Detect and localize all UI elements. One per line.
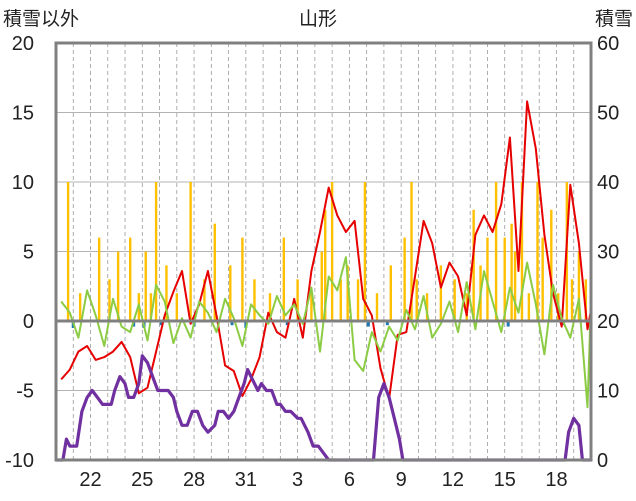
sunshine-bar bbox=[385, 321, 389, 326]
plot-border bbox=[54, 41, 593, 462]
sunshine-bar bbox=[366, 321, 370, 327]
left-tick-label: -10 bbox=[5, 450, 34, 472]
right-tick-label: 50 bbox=[597, 103, 619, 125]
precip-bar bbox=[513, 251, 517, 321]
precip-bar bbox=[439, 265, 443, 321]
precip-bar bbox=[577, 251, 581, 321]
precip-bar bbox=[189, 182, 192, 321]
right-tick-label: 20 bbox=[597, 311, 619, 333]
precip-bar bbox=[229, 265, 232, 321]
precip-bar bbox=[541, 237, 544, 321]
precip-bar bbox=[241, 237, 244, 321]
x-tick-label: 12 bbox=[442, 469, 464, 491]
right-tick-label: 0 bbox=[597, 450, 608, 472]
precip-bar bbox=[324, 209, 327, 321]
precip-bar bbox=[203, 279, 206, 321]
right-tick-label: 60 bbox=[597, 33, 619, 55]
right-tick-label: 10 bbox=[597, 381, 619, 403]
precip-bar bbox=[550, 209, 553, 321]
x-tick-label: 6 bbox=[344, 469, 355, 491]
precip-bar bbox=[536, 182, 539, 321]
x-tick-label: 25 bbox=[131, 469, 153, 491]
precip-bar bbox=[410, 182, 413, 321]
precip-bar bbox=[282, 237, 286, 321]
precip-bar bbox=[108, 279, 111, 321]
bar-series bbox=[66, 182, 588, 328]
precip-bar bbox=[175, 293, 179, 321]
precip-bar bbox=[320, 251, 323, 321]
x-tick-label: 28 bbox=[183, 469, 205, 491]
precip-bar bbox=[486, 237, 489, 321]
precip-bar bbox=[154, 182, 158, 321]
x-tick-label: 31 bbox=[235, 469, 257, 491]
sunshine-bar bbox=[506, 321, 510, 327]
precip-bar bbox=[425, 293, 429, 321]
precip-bar bbox=[503, 237, 506, 321]
precip-bar bbox=[78, 293, 82, 321]
left-tick-label: 5 bbox=[23, 242, 34, 264]
precip-bar bbox=[213, 223, 216, 321]
precip-bar bbox=[116, 251, 120, 321]
x-tick-label: 3 bbox=[292, 469, 303, 491]
precip-bar bbox=[144, 251, 147, 321]
x-tick-label: 9 bbox=[396, 469, 407, 491]
precip-bar bbox=[510, 223, 513, 321]
precip-bar bbox=[570, 279, 574, 321]
left-tick-label: 0 bbox=[23, 311, 34, 333]
precip-bar bbox=[346, 265, 349, 321]
sunshine-bar bbox=[285, 321, 289, 326]
right-axis-title: 積雪 bbox=[595, 8, 633, 30]
snow_depth-line bbox=[56, 354, 591, 462]
precip-bar bbox=[363, 182, 367, 321]
precip-bar bbox=[149, 293, 153, 321]
precip-bar bbox=[330, 182, 334, 321]
precip-bar bbox=[66, 182, 70, 321]
right-tick-label: 40 bbox=[597, 172, 619, 194]
x-tick-label: 15 bbox=[494, 469, 516, 491]
sunshine-bar bbox=[230, 321, 234, 326]
precip-bar bbox=[520, 182, 524, 321]
precip-bar bbox=[415, 279, 418, 321]
precip-bar bbox=[356, 279, 360, 321]
precip-bar bbox=[129, 237, 132, 321]
precip-bar bbox=[527, 293, 531, 321]
precip-bar bbox=[296, 279, 299, 321]
left-tick-label: 10 bbox=[12, 172, 34, 194]
precip-bar bbox=[584, 279, 588, 321]
x-axis-ticks: 22 25 28 31 3 6 9 12 15 18 bbox=[79, 469, 567, 491]
chart-title: 山形 bbox=[299, 8, 337, 30]
sunshine-bar bbox=[159, 321, 163, 326]
precip-bar bbox=[403, 237, 406, 321]
plot-frame bbox=[54, 41, 593, 462]
left-axis-title: 積雪以外 bbox=[3, 8, 79, 30]
left-tick-label: -5 bbox=[16, 381, 34, 403]
precip-bar bbox=[472, 209, 475, 321]
precip-bar bbox=[389, 265, 393, 321]
right-tick-label: 30 bbox=[597, 242, 619, 264]
precip-bar bbox=[375, 293, 379, 321]
precip-bar bbox=[339, 279, 342, 321]
precip-bar bbox=[453, 279, 456, 321]
x-tick-label: 22 bbox=[79, 469, 101, 491]
precip-bar bbox=[268, 293, 272, 321]
x-tick-label: 18 bbox=[545, 469, 567, 491]
precip-bar bbox=[310, 293, 313, 321]
left-tick-label: 15 bbox=[12, 103, 34, 125]
temp_max-line bbox=[60, 100, 592, 400]
right-axis-ticks: 60 50 40 30 20 10 0 bbox=[597, 33, 619, 472]
precip-bar bbox=[97, 237, 101, 321]
precip-bar bbox=[165, 265, 168, 321]
left-axis-ticks: 20 15 10 5 0 -5 -10 bbox=[5, 33, 34, 472]
precip-bar bbox=[253, 279, 256, 321]
precip-bar bbox=[494, 182, 498, 321]
left-tick-label: 20 bbox=[12, 33, 34, 55]
